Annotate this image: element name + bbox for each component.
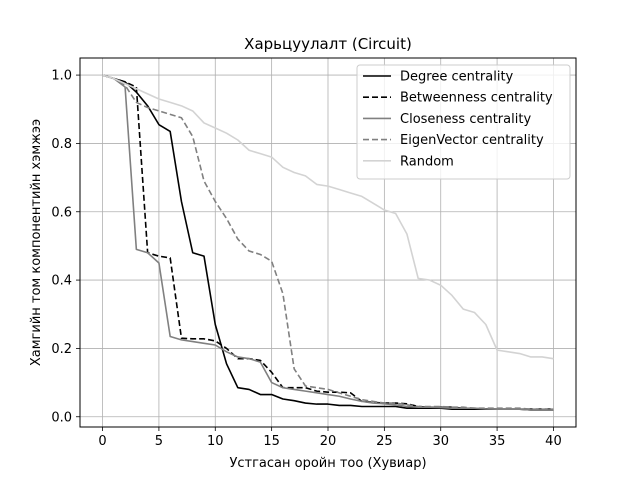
series-line-eigenvector-centrality: [102, 74, 554, 411]
y-tick-label: 1.0: [51, 69, 72, 84]
legend-label: Betweenness centrality: [400, 91, 553, 106]
x-tick-label: 25: [376, 434, 393, 449]
legend-label: EigenVector centrality: [400, 133, 544, 148]
y-tick-label: 0.6: [51, 205, 72, 220]
legend: Degree centrality Betweenness centrality C…: [356, 64, 571, 180]
x-tick-label: 35: [489, 434, 506, 449]
chart-title: Харьцуулалт (Circuit): [244, 35, 412, 53]
y-tick-label: 0.0: [51, 410, 72, 425]
y-axis-label: Хамгийн том компонентийн хэмжээ: [29, 119, 44, 366]
y-tick-label: 0.2: [51, 342, 72, 357]
x-tick-label: 30: [432, 434, 449, 449]
x-tick-label: 10: [207, 434, 224, 449]
legend-label: Closeness centrality: [400, 112, 531, 127]
y-tick-label: 0.8: [51, 137, 72, 152]
series-line-closeness-centrality: [102, 74, 554, 411]
series-line-random: [102, 74, 554, 360]
x-tick-label: 0: [98, 434, 106, 449]
x-tick-label: 15: [263, 434, 280, 449]
x-tick-label: 40: [545, 434, 562, 449]
legend-label: Random: [400, 154, 454, 169]
legend-box: [356, 64, 571, 180]
x-axis-label: Устгасан оройн тоо (Хувиар): [229, 456, 426, 471]
legend-label: Degree centrality: [400, 70, 514, 85]
series-layer: [102, 74, 554, 411]
x-tick-label: 20: [320, 434, 337, 449]
y-tick-label: 0.4: [51, 274, 72, 289]
ticks: 0 5 10 15 20 25 30 35 40 0.0 0.2 0.4 0.6 0.8 1.0: [51, 69, 561, 449]
x-tick-label: 5: [155, 434, 163, 449]
